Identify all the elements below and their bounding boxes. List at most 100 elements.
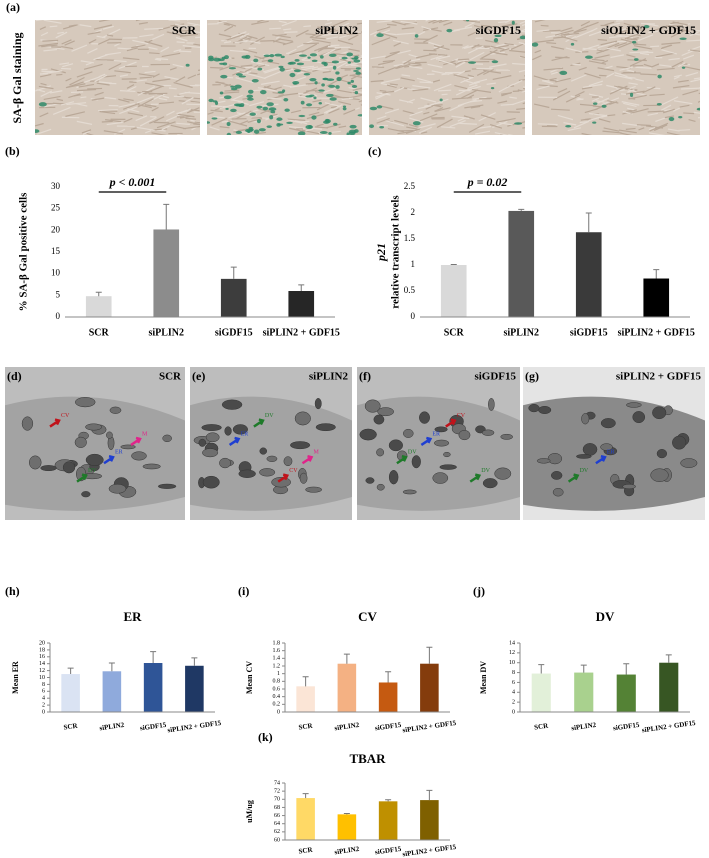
cell — [550, 108, 570, 111]
cell — [272, 91, 284, 95]
y-tick-label: 15 — [51, 246, 61, 256]
organelle — [388, 469, 399, 485]
cell — [352, 54, 360, 57]
cell — [404, 64, 422, 68]
x-tick-label: siPLIN2 — [571, 721, 597, 732]
cell — [336, 89, 352, 94]
cell — [376, 92, 391, 96]
stained-cell — [256, 105, 263, 109]
stained-cell — [248, 126, 254, 130]
cell — [101, 28, 121, 39]
organelle — [85, 453, 104, 466]
cell — [632, 43, 647, 46]
cell — [314, 126, 328, 129]
organelle — [294, 411, 311, 426]
cell — [402, 58, 421, 63]
error-bar — [150, 651, 157, 664]
y-tick-label: 2 — [512, 700, 515, 706]
bar — [61, 674, 80, 712]
cell — [625, 76, 636, 79]
cell — [393, 63, 404, 67]
cell — [699, 87, 700, 89]
cell — [258, 64, 266, 68]
cell — [406, 126, 420, 131]
cell — [293, 76, 307, 82]
cell — [98, 109, 118, 112]
cell — [376, 20, 393, 23]
y-tick-label: 14 — [39, 661, 45, 667]
cell — [136, 95, 155, 104]
cell — [301, 43, 318, 53]
stained-cell — [258, 128, 266, 132]
cell — [508, 133, 514, 135]
stained-cell — [519, 35, 525, 40]
cell — [79, 24, 92, 28]
y-tick-label: 62 — [274, 829, 280, 835]
stained-cell — [412, 121, 421, 126]
cell — [190, 100, 200, 103]
chart-title: CV — [358, 609, 377, 624]
cell — [250, 60, 270, 67]
cell — [619, 66, 633, 71]
organelle — [359, 428, 377, 441]
x-tick-label: siPLIN2 + GDF15 — [618, 327, 695, 338]
cell — [518, 41, 525, 45]
cell — [649, 93, 665, 97]
cell — [40, 82, 47, 86]
cell — [177, 108, 192, 115]
cell — [104, 96, 117, 100]
cell — [483, 68, 494, 76]
cell — [574, 90, 585, 97]
cell — [186, 20, 189, 21]
bar — [378, 801, 398, 840]
stained-cell — [347, 61, 351, 64]
cell — [392, 39, 409, 45]
cell — [106, 34, 114, 37]
cell — [236, 112, 250, 117]
staining-image — [369, 20, 525, 135]
stained-cell — [309, 77, 317, 82]
cell — [402, 110, 416, 115]
cell — [588, 29, 606, 37]
cell — [693, 29, 700, 32]
cell — [552, 90, 571, 101]
arrow — [103, 455, 115, 465]
stained-cell — [38, 102, 47, 107]
cell — [614, 74, 633, 80]
organelle — [202, 448, 219, 458]
stained-cell — [303, 72, 311, 76]
stained-cell — [235, 130, 242, 134]
cell — [455, 61, 466, 68]
cell — [578, 66, 587, 71]
stained-cell — [341, 56, 348, 60]
x-tick-label: siPLIN2 — [334, 721, 360, 732]
cell — [449, 119, 466, 128]
cell — [543, 67, 564, 71]
cell — [583, 83, 603, 88]
cell — [66, 102, 87, 106]
cell — [176, 122, 190, 126]
stained-cell — [511, 20, 515, 25]
organelle — [432, 472, 449, 484]
cell — [252, 107, 264, 112]
cell — [356, 22, 362, 25]
cell — [317, 26, 331, 30]
cell — [175, 76, 186, 83]
chart-title: TBAR — [349, 751, 386, 766]
stained-cell — [585, 55, 593, 59]
organelle — [672, 435, 687, 450]
cell — [151, 132, 167, 135]
arrow-label: DV — [88, 468, 97, 474]
arrow-label: CV — [457, 413, 466, 419]
cell — [671, 60, 684, 68]
cell — [468, 123, 485, 133]
cell — [209, 126, 220, 131]
cell — [582, 44, 600, 51]
y-tick-label: 1.5 — [404, 233, 416, 243]
cell — [635, 78, 645, 82]
cell — [228, 64, 246, 70]
bar — [296, 798, 315, 840]
cell — [122, 57, 140, 61]
bar — [531, 673, 551, 712]
cell — [339, 22, 350, 28]
